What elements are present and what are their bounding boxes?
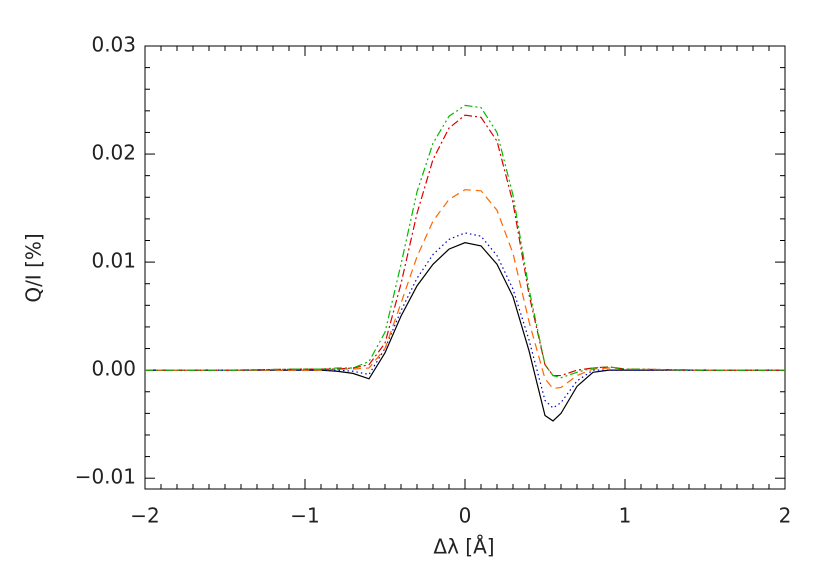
- x-tick-label: 2: [779, 504, 792, 528]
- line-series: [145, 242, 785, 422]
- y-tick-label: 0.00: [91, 357, 136, 381]
- y-tick-label: 0.02: [91, 141, 136, 165]
- plot-frame: [144, 45, 786, 490]
- x-tick-label: −1: [290, 504, 319, 528]
- line-series: [145, 189, 785, 390]
- x-tick-label: 1: [619, 504, 632, 528]
- y-tick-label: 0.01: [91, 249, 136, 273]
- x-axis-label: Δλ [Å]: [433, 535, 494, 559]
- line-series: [145, 114, 785, 377]
- y-tick-label: −0.01: [75, 465, 136, 489]
- y-tick-label: 0.03: [91, 33, 136, 57]
- x-tick-label: −2: [130, 504, 159, 528]
- x-tick-label: 0: [459, 504, 472, 528]
- y-axis-label: Q/I [%]: [22, 233, 46, 302]
- line-series: [145, 104, 785, 379]
- line-series: [145, 232, 785, 409]
